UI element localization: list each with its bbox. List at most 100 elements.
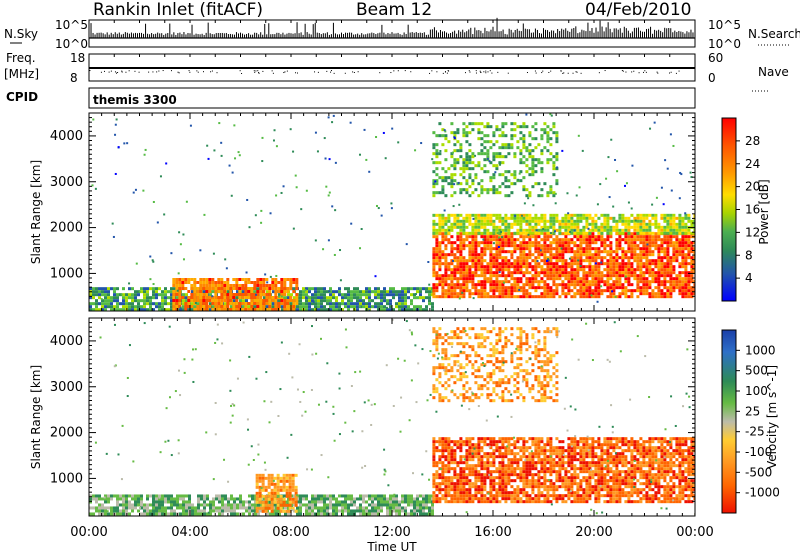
heatmap-cell (489, 244, 493, 248)
heatmap-cell (474, 286, 478, 290)
heatmap-speckle (365, 158, 368, 161)
heatmap-cell (197, 509, 200, 513)
heatmap-cell (480, 259, 484, 263)
heatmap-cell (170, 296, 173, 300)
heatmap-cell (687, 262, 691, 266)
heatmap-cell (600, 271, 604, 275)
heatmap-cell (444, 271, 448, 275)
heatmap-speckle (231, 171, 234, 174)
heatmap-cell (456, 231, 460, 235)
heatmap-speckle (542, 228, 545, 231)
heatmap-cell (389, 305, 392, 309)
heatmap-cell (447, 274, 451, 278)
heatmap-cell (555, 155, 559, 159)
nave-dot (202, 71, 204, 73)
heatmap-cell (199, 278, 203, 281)
heatmap-cell (534, 271, 538, 275)
heatmap-cell (609, 289, 613, 293)
heatmap-cell (627, 271, 631, 275)
heatmap-cell (537, 280, 541, 284)
heatmap-cell (663, 216, 667, 220)
heatmap-cell (368, 290, 371, 294)
heatmap-cell (609, 256, 613, 260)
heatmap-cell (498, 286, 502, 290)
heatmap-cell (636, 259, 640, 263)
heatmap-cell (465, 225, 469, 229)
heatmap-cell (495, 216, 499, 220)
heatmap-cell (498, 185, 502, 189)
heatmap-cell (618, 241, 622, 245)
heatmap-cell (465, 219, 469, 223)
heatmap-cell (170, 287, 173, 291)
nave-dot (177, 71, 179, 73)
heatmap-cell (510, 238, 514, 242)
heatmap-cell (483, 247, 487, 251)
heatmap-cell (196, 296, 200, 299)
heatmap-cell (233, 506, 236, 510)
heatmap-cell (648, 265, 652, 269)
heatmap-cell (669, 280, 673, 284)
heatmap-cell (178, 305, 182, 308)
heatmap-cell (419, 296, 422, 300)
heatmap-cell (630, 295, 634, 299)
heatmap-cell (193, 284, 197, 287)
heatmap-cell (164, 512, 167, 516)
heatmap-cell (146, 293, 149, 297)
heatmap-cell (525, 170, 529, 174)
heatmap-cell (278, 509, 281, 513)
heatmap-cell (525, 283, 529, 287)
heatmap-cell (525, 219, 529, 223)
heatmap-cell (101, 308, 104, 311)
heatmap-cell (525, 244, 529, 248)
heatmap-cell (531, 286, 535, 290)
heatmap-cell (555, 259, 559, 263)
heatmap-cell (462, 271, 466, 275)
heatmap-cell (528, 143, 532, 147)
heatmap-cell (486, 216, 490, 220)
heatmap-cell (636, 231, 640, 235)
heatmap-cell (603, 274, 607, 278)
heatmap-cell (516, 238, 520, 242)
heatmap-cell (678, 216, 682, 220)
heatmap-cell (648, 228, 652, 232)
heatmap-cell (624, 232, 628, 236)
heatmap-cell (292, 308, 296, 311)
heatmap-cell (119, 503, 122, 507)
heatmap-cell (513, 173, 517, 177)
heatmap-cell (167, 500, 170, 504)
heatmap-cell (681, 250, 685, 254)
heatmap-cell (368, 296, 371, 300)
heatmap-cell (582, 277, 586, 281)
heatmap-cell (344, 305, 347, 309)
heatmap-cell (155, 500, 158, 504)
heatmap-cell (184, 308, 188, 311)
heatmap-cell (663, 283, 667, 287)
heatmap-cell (224, 494, 227, 498)
heatmap-cell (178, 278, 182, 281)
heatmap-cell (386, 299, 389, 303)
heatmap-cell (221, 497, 224, 501)
heatmap-cell (591, 292, 595, 296)
heatmap-cell (588, 241, 592, 245)
heatmap-cell (486, 271, 490, 275)
heatmap-cell (380, 302, 383, 306)
heatmap-cell (531, 235, 535, 239)
heatmap-cell (277, 287, 281, 290)
heatmap-cell (636, 213, 640, 217)
heatmap-cell (624, 274, 628, 278)
heatmap-cell (513, 277, 517, 281)
heatmap-cell (441, 241, 445, 245)
heatmap-cell (122, 497, 125, 501)
heatmap-cell (561, 289, 565, 293)
heatmap-cell (543, 131, 547, 135)
heatmap-cell (519, 241, 523, 245)
heatmap-cell (238, 284, 242, 287)
heatmap-cell (651, 259, 655, 263)
heatmap-cell (573, 235, 577, 239)
heatmap-cell (666, 213, 670, 217)
heatmap-cell (155, 497, 158, 501)
heatmap-cell (549, 247, 553, 251)
heatmap-cell (570, 271, 574, 275)
heatmap-cell (444, 235, 448, 239)
heatmap-cell (528, 173, 532, 177)
